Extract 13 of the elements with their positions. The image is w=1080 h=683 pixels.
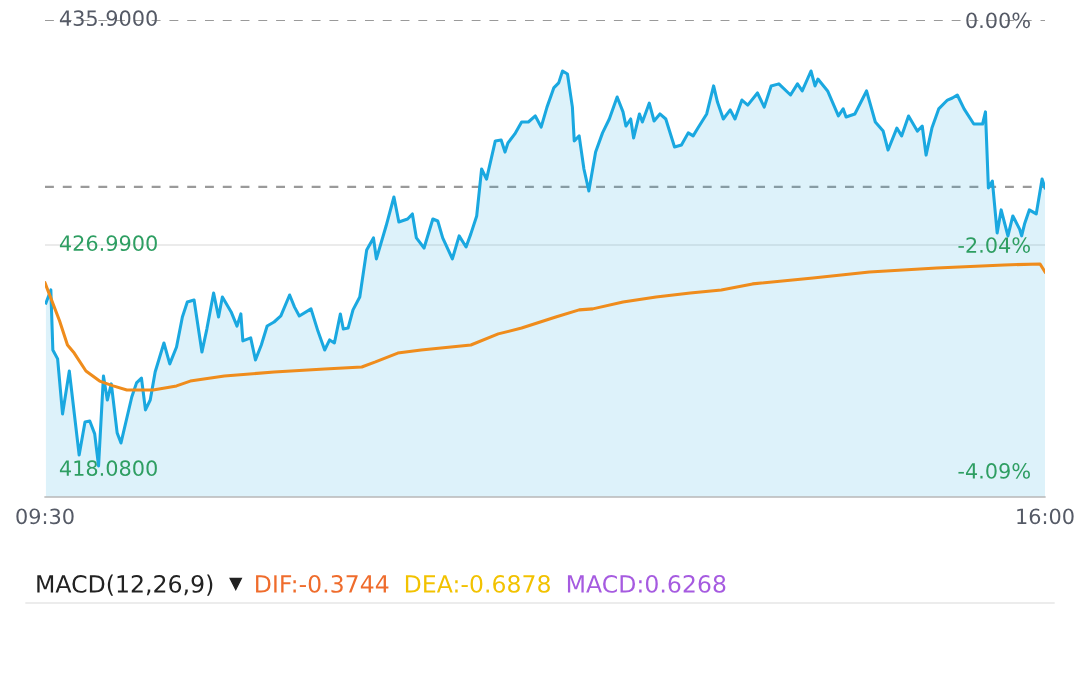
- y-tick-label: 418.0800: [59, 460, 157, 477]
- y2-tick-label: -4.09%: [958, 463, 1030, 479]
- text: MACD:0.6268: [567, 574, 726, 593]
- text: DIF:-0.3744: [256, 574, 389, 593]
- y2-tick-label: -2.04%: [958, 237, 1030, 253]
- x-tick-label: 09:30: [16, 508, 74, 525]
- x-tick-label: 16:00: [1017, 508, 1074, 525]
- y-tick-label: 426.9900: [59, 235, 157, 252]
- text: MACD(12,26,9): [37, 574, 213, 596]
- text: DEA:-0.6878: [405, 574, 550, 593]
- line-series: [45, 262, 1045, 392]
- y-tick-label: 435.9000: [59, 10, 157, 27]
- y2-tick-label: 0.00%: [966, 12, 1030, 29]
